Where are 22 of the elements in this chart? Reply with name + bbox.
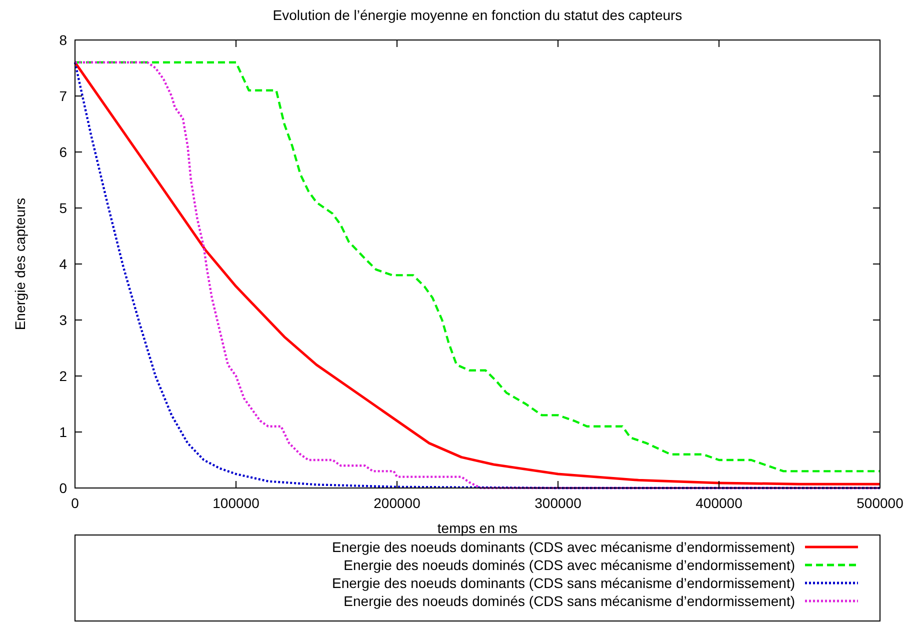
legend-label: Energie des noeuds dominants (CDS sans mécanisme d’endormissement) xyxy=(332,575,795,591)
y-tick-label: 2 xyxy=(59,368,68,384)
chart-title: Evolution de l’énergie moyenne en fonction du statut des capteurs xyxy=(272,7,682,23)
y-tick-label: 3 xyxy=(59,312,68,328)
x-tick-label: 300000 xyxy=(534,495,582,511)
y-tick-label: 0 xyxy=(59,480,68,496)
y-tick-label: 1 xyxy=(59,424,68,440)
y-tick-label: 6 xyxy=(59,144,68,160)
y-tick-label: 4 xyxy=(59,256,68,272)
x-tick-label: 100000 xyxy=(212,495,260,511)
y-tick-label: 8 xyxy=(59,32,68,48)
x-tick-label: 200000 xyxy=(374,495,421,511)
x-tick-label: 0 xyxy=(71,495,80,511)
x-tick-label: 400000 xyxy=(696,495,743,511)
x-tick-label: 500000 xyxy=(856,495,904,511)
x-axis-title: temps en ms xyxy=(437,520,518,536)
y-tick-label: 7 xyxy=(59,88,68,104)
legend-label: Energie des noeuds dominés (CDS avec mécanisme d’endormissement) xyxy=(344,557,795,573)
legend-label: Energie des noeuds dominants (CDS avec mécanisme d’endormissement) xyxy=(332,539,795,555)
y-axis-title: Energie des capteurs xyxy=(12,198,28,330)
legend-label: Energie des noeuds dominés (CDS sans mécanisme d’endormissement) xyxy=(344,593,795,609)
y-tick-label: 5 xyxy=(59,200,68,216)
